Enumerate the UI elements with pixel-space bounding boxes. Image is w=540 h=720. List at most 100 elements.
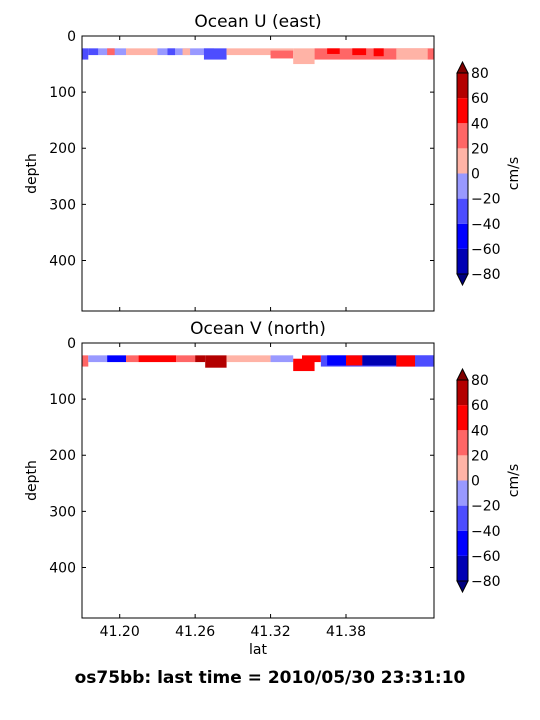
heatmap-cell bbox=[270, 355, 294, 363]
colorbar: 80 60 40 20 0 −20 −40 −60 −80 bbox=[456, 367, 501, 594]
colorbar-tick-label: 80 bbox=[471, 373, 489, 389]
heatmap-cell bbox=[346, 355, 363, 366]
y-axis-label: depth bbox=[24, 460, 40, 501]
colorbar-tick-label: 0 bbox=[471, 474, 480, 490]
y-tick-label: 300 bbox=[49, 197, 76, 213]
x-axis-ticks: 41.20 41.26 41.32 41.38 bbox=[100, 343, 366, 640]
colorbar: 80 60 40 20 0 −20 −40 −60 −80 bbox=[456, 60, 501, 287]
heatmap-cell bbox=[415, 355, 434, 367]
colorbar-frame bbox=[456, 379, 469, 582]
heatmap-cell bbox=[126, 48, 158, 56]
y-tick-label: 0 bbox=[67, 336, 76, 352]
colorbar-tick-label: 20 bbox=[471, 448, 489, 464]
y-tick-label: 100 bbox=[49, 392, 76, 408]
colorbar-tick-label: 0 bbox=[471, 167, 480, 183]
heatmap-cell bbox=[88, 48, 99, 56]
colorbar-tick-label: 60 bbox=[471, 91, 489, 107]
heatmap-cell bbox=[107, 48, 115, 56]
heatmap-cell bbox=[182, 48, 191, 56]
colorbar-tick-label: −80 bbox=[471, 574, 501, 590]
colorbar-extend-min bbox=[456, 273, 469, 287]
heatmap-cell bbox=[203, 48, 227, 60]
colorbar-band bbox=[457, 123, 468, 149]
y-tick-label: 0 bbox=[67, 29, 76, 45]
heatmap-cell bbox=[327, 48, 340, 54]
heatmap-cell bbox=[293, 48, 315, 65]
y-tick-label: 100 bbox=[49, 85, 76, 101]
colorbar-band bbox=[457, 555, 468, 581]
y-tick-label: 200 bbox=[49, 141, 76, 157]
x-tick-label: 41.20 bbox=[100, 624, 140, 640]
heatmap-cell bbox=[167, 48, 176, 56]
colorbar-label: cm/s bbox=[506, 157, 522, 190]
heatmap-cell bbox=[396, 355, 416, 367]
colorbar-tick-label: 80 bbox=[471, 66, 489, 82]
plot-frame bbox=[81, 35, 435, 312]
colorbar-frame bbox=[456, 72, 469, 275]
colorbar-band bbox=[457, 405, 468, 431]
colorbar-extend-max bbox=[456, 60, 469, 74]
heatmap-cell bbox=[373, 48, 384, 57]
colorbar-tick-label: 60 bbox=[471, 398, 489, 414]
heatmap-cell bbox=[327, 355, 346, 366]
colorbar-band bbox=[457, 505, 468, 531]
y-axis-ticks: 0 100 200 300 400 bbox=[49, 336, 434, 576]
heatmap-cell bbox=[88, 355, 108, 363]
colorbar-band bbox=[457, 248, 468, 274]
heatmap-cell bbox=[205, 355, 227, 368]
colorbar-extend-min bbox=[456, 580, 469, 594]
plot-title: Ocean V (north) bbox=[190, 319, 326, 339]
colorbar-band bbox=[457, 530, 468, 556]
y-tick-label: 200 bbox=[49, 448, 76, 464]
x-tick-label: 41.32 bbox=[251, 624, 291, 640]
y-axis-label: depth bbox=[24, 153, 40, 194]
heatmap-cell bbox=[270, 50, 294, 59]
heatmap-cell bbox=[138, 355, 177, 363]
colorbar-band bbox=[457, 73, 468, 99]
heatmap-cell bbox=[195, 355, 206, 363]
y-tick-label: 300 bbox=[49, 504, 76, 520]
colorbar-tick-label: −20 bbox=[471, 499, 501, 515]
y-axis-ticks: 0 100 200 300 400 bbox=[49, 29, 434, 269]
heatmap-cell bbox=[396, 48, 428, 60]
colorbar-band bbox=[457, 148, 468, 174]
x-axis-ticks bbox=[119, 36, 347, 311]
plot-title: Ocean U (east) bbox=[194, 12, 321, 32]
colorbar-tick-label: −60 bbox=[471, 242, 501, 258]
plot-frame bbox=[81, 342, 435, 619]
heatmap-cell bbox=[126, 355, 139, 363]
heatmap-cell bbox=[302, 355, 321, 363]
colorbar-tick-label: −20 bbox=[471, 192, 501, 208]
colorbar-tick-label: −40 bbox=[471, 217, 501, 233]
x-tick-label: 41.38 bbox=[326, 624, 366, 640]
heatmap-cell bbox=[176, 355, 196, 363]
colorbar-extend-max bbox=[456, 367, 469, 381]
figure-suptitle: os75bb: last time = 2010/05/30 23:31:10 bbox=[75, 668, 466, 688]
colorbar-band bbox=[457, 173, 468, 199]
colorbar-tick-label: −60 bbox=[471, 549, 501, 565]
colorbar-band bbox=[457, 480, 468, 506]
colorbar-label: cm/s bbox=[506, 464, 522, 497]
colorbar-tick-label: 40 bbox=[471, 423, 489, 439]
heatmap-cell bbox=[362, 355, 397, 366]
y-tick-label: 400 bbox=[49, 560, 76, 576]
colorbar-band bbox=[457, 380, 468, 406]
colorbar-tick-label: −80 bbox=[471, 267, 501, 283]
x-axis-label: lat bbox=[249, 642, 267, 658]
colorbar-band bbox=[457, 223, 468, 249]
x-tick-label: 41.26 bbox=[175, 624, 215, 640]
heatmap-cell bbox=[107, 355, 126, 363]
heatmap-cells bbox=[82, 48, 434, 65]
colorbar-band bbox=[457, 455, 468, 481]
colorbar-band bbox=[457, 198, 468, 224]
colorbar-tick-label: 20 bbox=[471, 141, 489, 157]
colorbar-band bbox=[457, 430, 468, 456]
heatmap-cell bbox=[352, 48, 367, 56]
heatmap-cells bbox=[82, 355, 434, 372]
heatmap-cell bbox=[226, 355, 271, 363]
y-tick-label: 400 bbox=[49, 253, 76, 269]
heatmap-cell bbox=[82, 355, 89, 367]
colorbar-tick-label: 40 bbox=[471, 116, 489, 132]
